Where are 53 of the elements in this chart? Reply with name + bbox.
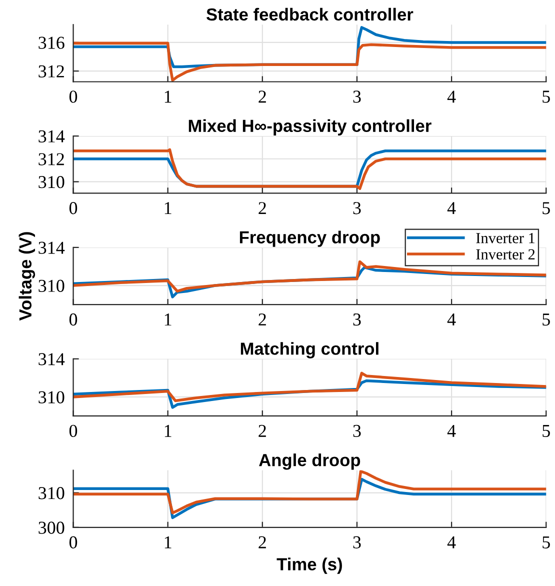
y-tick-label: 310 bbox=[38, 487, 64, 500]
y-tick-label: 316 bbox=[38, 36, 64, 49]
y-tick-label: 310 bbox=[38, 280, 64, 292]
x-tick-label: 5 bbox=[542, 90, 550, 103]
y-axis-title: Voltage (V) bbox=[18, 232, 36, 321]
y-tick-label: 310 bbox=[38, 176, 64, 188]
x-tick-label: 1 bbox=[164, 424, 172, 437]
x-tick-label: 2 bbox=[258, 202, 266, 214]
y-tick-label: 314 bbox=[38, 353, 65, 366]
x-tick-label: 2 bbox=[258, 424, 266, 437]
legend-label: Inverter 1 bbox=[476, 233, 535, 244]
x-tick-label: 4 bbox=[447, 90, 456, 103]
x-tick-label: 2 bbox=[258, 313, 266, 326]
x-tick-label: 4 bbox=[447, 314, 456, 326]
chart-title: Frequency droop bbox=[240, 230, 380, 247]
x-tick-label: 3 bbox=[353, 424, 361, 438]
x-tick-label: 5 bbox=[542, 536, 550, 548]
x-tick-label: 0 bbox=[69, 202, 78, 214]
x-tick-label: 1 bbox=[164, 202, 172, 214]
x-tick-label: 0 bbox=[69, 90, 78, 103]
x-tick-label: 0 bbox=[69, 313, 78, 326]
y-tick-label: 310 bbox=[38, 391, 64, 404]
y-tick-label: 312 bbox=[38, 65, 64, 78]
x-tick-label: 0 bbox=[69, 536, 78, 548]
x-tick-label: 4 bbox=[447, 202, 456, 214]
x-tick-label: 0 bbox=[69, 424, 78, 438]
x-tick-label: 5 bbox=[542, 314, 550, 326]
x-tick-label: 4 bbox=[447, 424, 456, 437]
line-series bbox=[73, 372, 546, 402]
chart-title: Mixed H∞-passivity controller bbox=[188, 119, 432, 136]
x-tick-label: 2 bbox=[258, 536, 266, 548]
x-tick-label: 1 bbox=[164, 90, 172, 103]
y-tick-label: 314 bbox=[38, 242, 65, 254]
line-series bbox=[73, 470, 546, 514]
chart-title: Matching control bbox=[240, 342, 378, 358]
x-tick-label: 3 bbox=[353, 536, 361, 548]
x-tick-label: 4 bbox=[447, 536, 456, 548]
x-tick-label: 1 bbox=[164, 536, 172, 548]
line-series bbox=[73, 260, 546, 293]
chart-title: Angle droop bbox=[259, 454, 360, 470]
x-tick-label: 3 bbox=[353, 313, 361, 326]
chart-title: State feedback controller bbox=[206, 8, 414, 21]
x-tick-label: 5 bbox=[542, 425, 550, 438]
x-tick-label: 5 bbox=[542, 202, 550, 214]
x-tick-label: 3 bbox=[353, 202, 361, 214]
y-tick-label: 314 bbox=[38, 130, 65, 142]
x-tick-label: 1 bbox=[164, 314, 172, 326]
x-tick-label: 2 bbox=[258, 90, 266, 103]
x-axis-title: Time (s) bbox=[276, 558, 342, 574]
x-tick-label: 3 bbox=[353, 90, 361, 103]
legend-label: Inverter 2 bbox=[476, 249, 535, 260]
y-tick-label: 300 bbox=[38, 522, 64, 534]
y-tick-label: 312 bbox=[38, 153, 64, 166]
